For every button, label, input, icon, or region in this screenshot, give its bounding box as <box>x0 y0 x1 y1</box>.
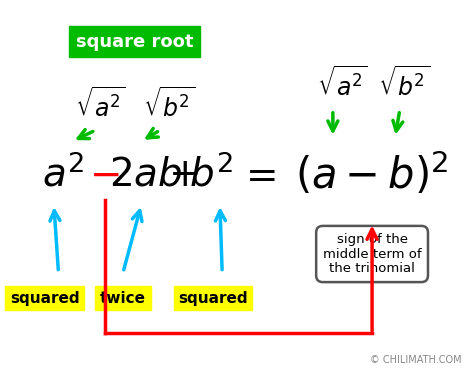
Text: $\sqrt{b^2}$: $\sqrt{b^2}$ <box>143 87 195 122</box>
Text: $\sqrt{b^2}$: $\sqrt{b^2}$ <box>378 66 430 102</box>
Text: $+$: $+$ <box>168 156 198 194</box>
Text: © CHILIMATH.COM: © CHILIMATH.COM <box>370 355 462 365</box>
Text: square root: square root <box>76 33 193 51</box>
Text: squared: squared <box>178 291 248 306</box>
Text: twice: twice <box>100 291 146 306</box>
Text: $=$: $=$ <box>238 156 276 194</box>
Text: $b^2$: $b^2$ <box>189 155 233 194</box>
Text: $\sqrt{a^2}$: $\sqrt{a^2}$ <box>74 87 126 122</box>
Text: $\sqrt{a^2}$: $\sqrt{a^2}$ <box>317 66 367 102</box>
Text: sign of the
middle term of
the trinomial: sign of the middle term of the trinomial <box>323 232 421 276</box>
Text: $(a-b)^2$: $(a-b)^2$ <box>295 151 449 198</box>
Text: $-$: $-$ <box>90 156 120 194</box>
Text: squared: squared <box>10 291 80 306</box>
Text: $a^2$: $a^2$ <box>42 155 84 194</box>
Text: $2ab$: $2ab$ <box>109 156 183 194</box>
